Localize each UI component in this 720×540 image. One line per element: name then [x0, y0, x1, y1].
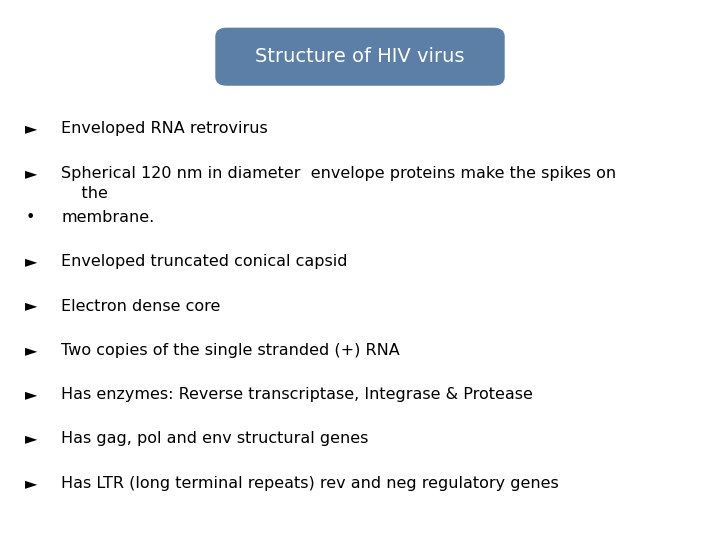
- Text: ►: ►: [25, 122, 37, 137]
- Text: Enveloped RNA retrovirus: Enveloped RNA retrovirus: [61, 122, 268, 137]
- Text: ►: ►: [25, 299, 37, 314]
- Text: membrane.: membrane.: [61, 210, 155, 225]
- Text: Enveloped truncated conical capsid: Enveloped truncated conical capsid: [61, 254, 348, 269]
- Text: Two copies of the single stranded (+) RNA: Two copies of the single stranded (+) RN…: [61, 343, 400, 358]
- Text: ►: ►: [25, 343, 37, 358]
- Text: •: •: [25, 210, 35, 225]
- Text: Electron dense core: Electron dense core: [61, 299, 220, 314]
- Text: Spherical 120 nm in diameter  envelope proteins make the spikes on
    the: Spherical 120 nm in diameter envelope pr…: [61, 166, 616, 200]
- FancyBboxPatch shape: [216, 28, 504, 85]
- Text: ►: ►: [25, 166, 37, 181]
- Text: ►: ►: [25, 254, 37, 269]
- Text: Structure of HIV virus: Structure of HIV virus: [256, 47, 464, 66]
- Text: ►: ►: [25, 431, 37, 447]
- Text: Has LTR (long terminal repeats) rev and neg regulatory genes: Has LTR (long terminal repeats) rev and …: [61, 476, 559, 491]
- Text: Has gag, pol and env structural genes: Has gag, pol and env structural genes: [61, 431, 369, 447]
- Text: ►: ►: [25, 476, 37, 491]
- Text: Has enzymes: Reverse transcriptase, Integrase & Protease: Has enzymes: Reverse transcriptase, Inte…: [61, 387, 533, 402]
- Text: ►: ►: [25, 387, 37, 402]
